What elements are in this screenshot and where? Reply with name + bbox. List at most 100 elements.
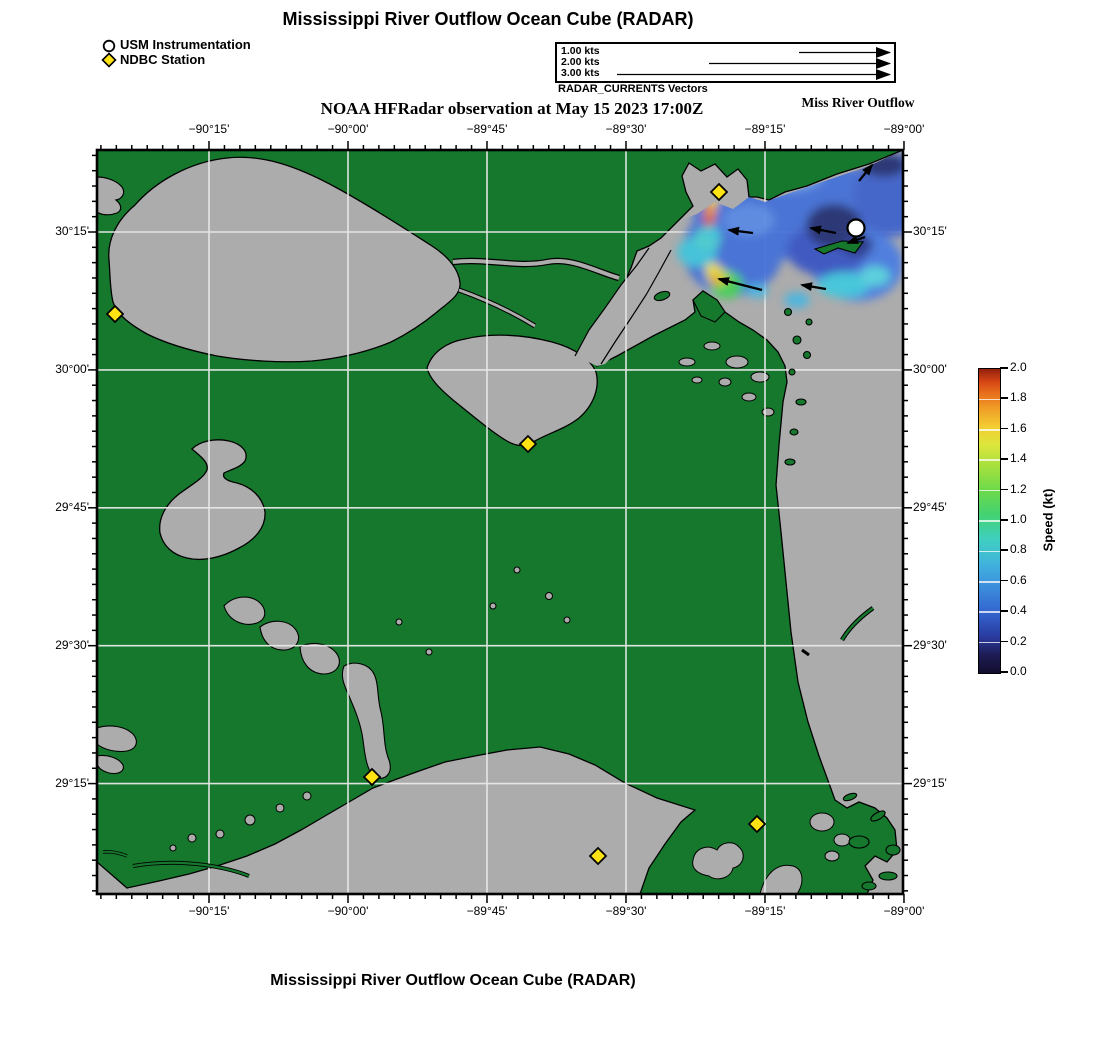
map-frame (95, 148, 905, 896)
current-vectors (717, 163, 874, 292)
borgne-sound-pass (575, 242, 672, 366)
current-vector-arrow (809, 225, 837, 235)
colorbar-tick-label: 0.4 (1010, 603, 1027, 618)
pass-west-shore (574, 247, 650, 357)
pass-east-shore (600, 249, 672, 365)
lat-tick-label: 29°45' (55, 499, 89, 514)
radar-cell (705, 263, 721, 277)
legend-item-ndbc: NDBC Station (101, 51, 251, 68)
usm-circle-icon (102, 39, 116, 52)
colorbar-tick-label: 1.8 (1010, 390, 1027, 405)
lat-tick-label: 29°15' (55, 775, 89, 790)
lat-tick-label: 29°30' (913, 637, 947, 652)
colorbar-tick (1000, 610, 1008, 612)
vector-scale-row: 3.00 kts (561, 67, 600, 79)
current-vector-arrow (846, 235, 866, 245)
radar-cell (784, 292, 810, 308)
colorbar-tick-label: 1.0 (1010, 512, 1027, 526)
colorbar-tick (1000, 519, 1008, 521)
colorbar-gridline (979, 550, 1000, 553)
current-vector-arrow (858, 163, 874, 182)
axis-ticks (88, 141, 912, 903)
rigolets-channels (452, 257, 620, 329)
colorbar-tick (1000, 488, 1008, 491)
lon-tick-label: −90°00' (327, 904, 369, 918)
colorbar-tick-label: 2.0 (1010, 360, 1027, 374)
radar-cell (705, 225, 719, 241)
colorbar-tick-label: 0.2 (1010, 633, 1027, 648)
ndbc-station-marker (362, 767, 382, 787)
map-svg (88, 141, 912, 903)
speed-colorbar (978, 368, 1001, 674)
colorbar-gridline (979, 641, 1000, 644)
graticule (97, 150, 903, 894)
lon-tick-label: −89°15' (744, 122, 786, 136)
vector-scale-arrows (617, 47, 891, 80)
current-vector-arrow (727, 226, 754, 236)
islands (653, 240, 901, 891)
lon-tick-label: −90°15' (188, 904, 230, 918)
colorbar-gridline (979, 581, 1000, 583)
station-markers (105, 182, 866, 866)
current-vector-arrow (717, 277, 763, 292)
ndbc-station-marker (588, 846, 608, 866)
ndbc-diamond-icon (101, 51, 117, 68)
colorbar-title: Speed (kt) (1040, 488, 1056, 552)
colorbar-tick (1000, 397, 1008, 399)
bayou-inlets (96, 596, 391, 779)
colorbar-gridline (979, 611, 1000, 613)
colorbar-gridline (979, 489, 1000, 492)
colorbar-tick (1000, 671, 1008, 673)
colorbar-tick (1000, 367, 1008, 369)
lake-pontchartrain (108, 156, 461, 363)
colorbar-tick-label: 1.2 (1010, 481, 1027, 496)
legend-label-ndbc: NDBC Station (120, 52, 206, 67)
lon-tick-label: −89°00' (883, 122, 925, 136)
colorbar-tick-label: 1.4 (1010, 451, 1027, 466)
lon-tick-label: −89°15' (744, 904, 786, 918)
lon-tick-label: −89°00' (883, 904, 925, 918)
region-label: Miss River Outflow (801, 95, 915, 110)
map-canvas (77, 130, 923, 914)
barrier-islands (102, 850, 250, 878)
ndbc-station-marker (518, 434, 538, 454)
colorbar-gridline (979, 459, 1000, 461)
observation-subtitle: NOAA HFRadar observation at May 15 2023 … (320, 99, 704, 118)
colorbar-tick-label: 0.0 (1010, 664, 1027, 678)
lon-tick-label: −89°45' (466, 122, 508, 136)
current-vector-arrow (800, 282, 827, 292)
colorbar-tick (1000, 579, 1008, 582)
colorbar-tick (1000, 458, 1008, 460)
lat-tick-label: 30°00' (913, 361, 947, 376)
lon-tick-label: −89°45' (466, 904, 508, 918)
lat-tick-label: 29°15' (913, 775, 947, 790)
ndbc-station-marker (709, 182, 729, 202)
ndbc-station-marker (105, 304, 125, 324)
lon-tick-label: −89°30' (605, 904, 647, 918)
symbol-legend: USM Instrumentation NDBC Station (101, 37, 251, 68)
colorbar-tick-label: 0.8 (1010, 542, 1027, 557)
colorbar-tick (1000, 549, 1008, 551)
colorbar-tick (1000, 427, 1008, 430)
lake-maurepas-inlet (96, 176, 125, 216)
vector-scale-row: 1.00 kts (561, 45, 600, 57)
colorbar-gridline (979, 520, 1000, 522)
lake-salvador (159, 439, 266, 561)
lat-tick-label: 30°00' (55, 361, 89, 376)
colorbar-gridline (979, 429, 1000, 431)
usm-station-marker (846, 218, 866, 238)
lon-tick-label: −90°15' (188, 122, 230, 136)
lat-tick-label: 30°15' (55, 224, 89, 238)
vector-scale-box: 1.00 kts 2.00 kts 3.00 kts (555, 42, 896, 83)
lat-tick-label: 29°45' (913, 499, 947, 514)
vector-scale-row: 2.00 kts (561, 56, 600, 68)
lat-tick-label: 30°15' (913, 224, 947, 238)
colorbar-gridline (979, 398, 1000, 401)
lon-tick-label: −90°00' (327, 122, 369, 136)
page-title: Mississippi River Outflow Ocean Cube (RA… (282, 9, 694, 29)
ndbc-station-marker (747, 814, 767, 834)
legend-item-usm: USM Instrumentation (101, 37, 251, 52)
radar-cell (704, 214, 714, 228)
vector-layer-caption: RADAR_CURRENTS Vectors (558, 83, 708, 95)
